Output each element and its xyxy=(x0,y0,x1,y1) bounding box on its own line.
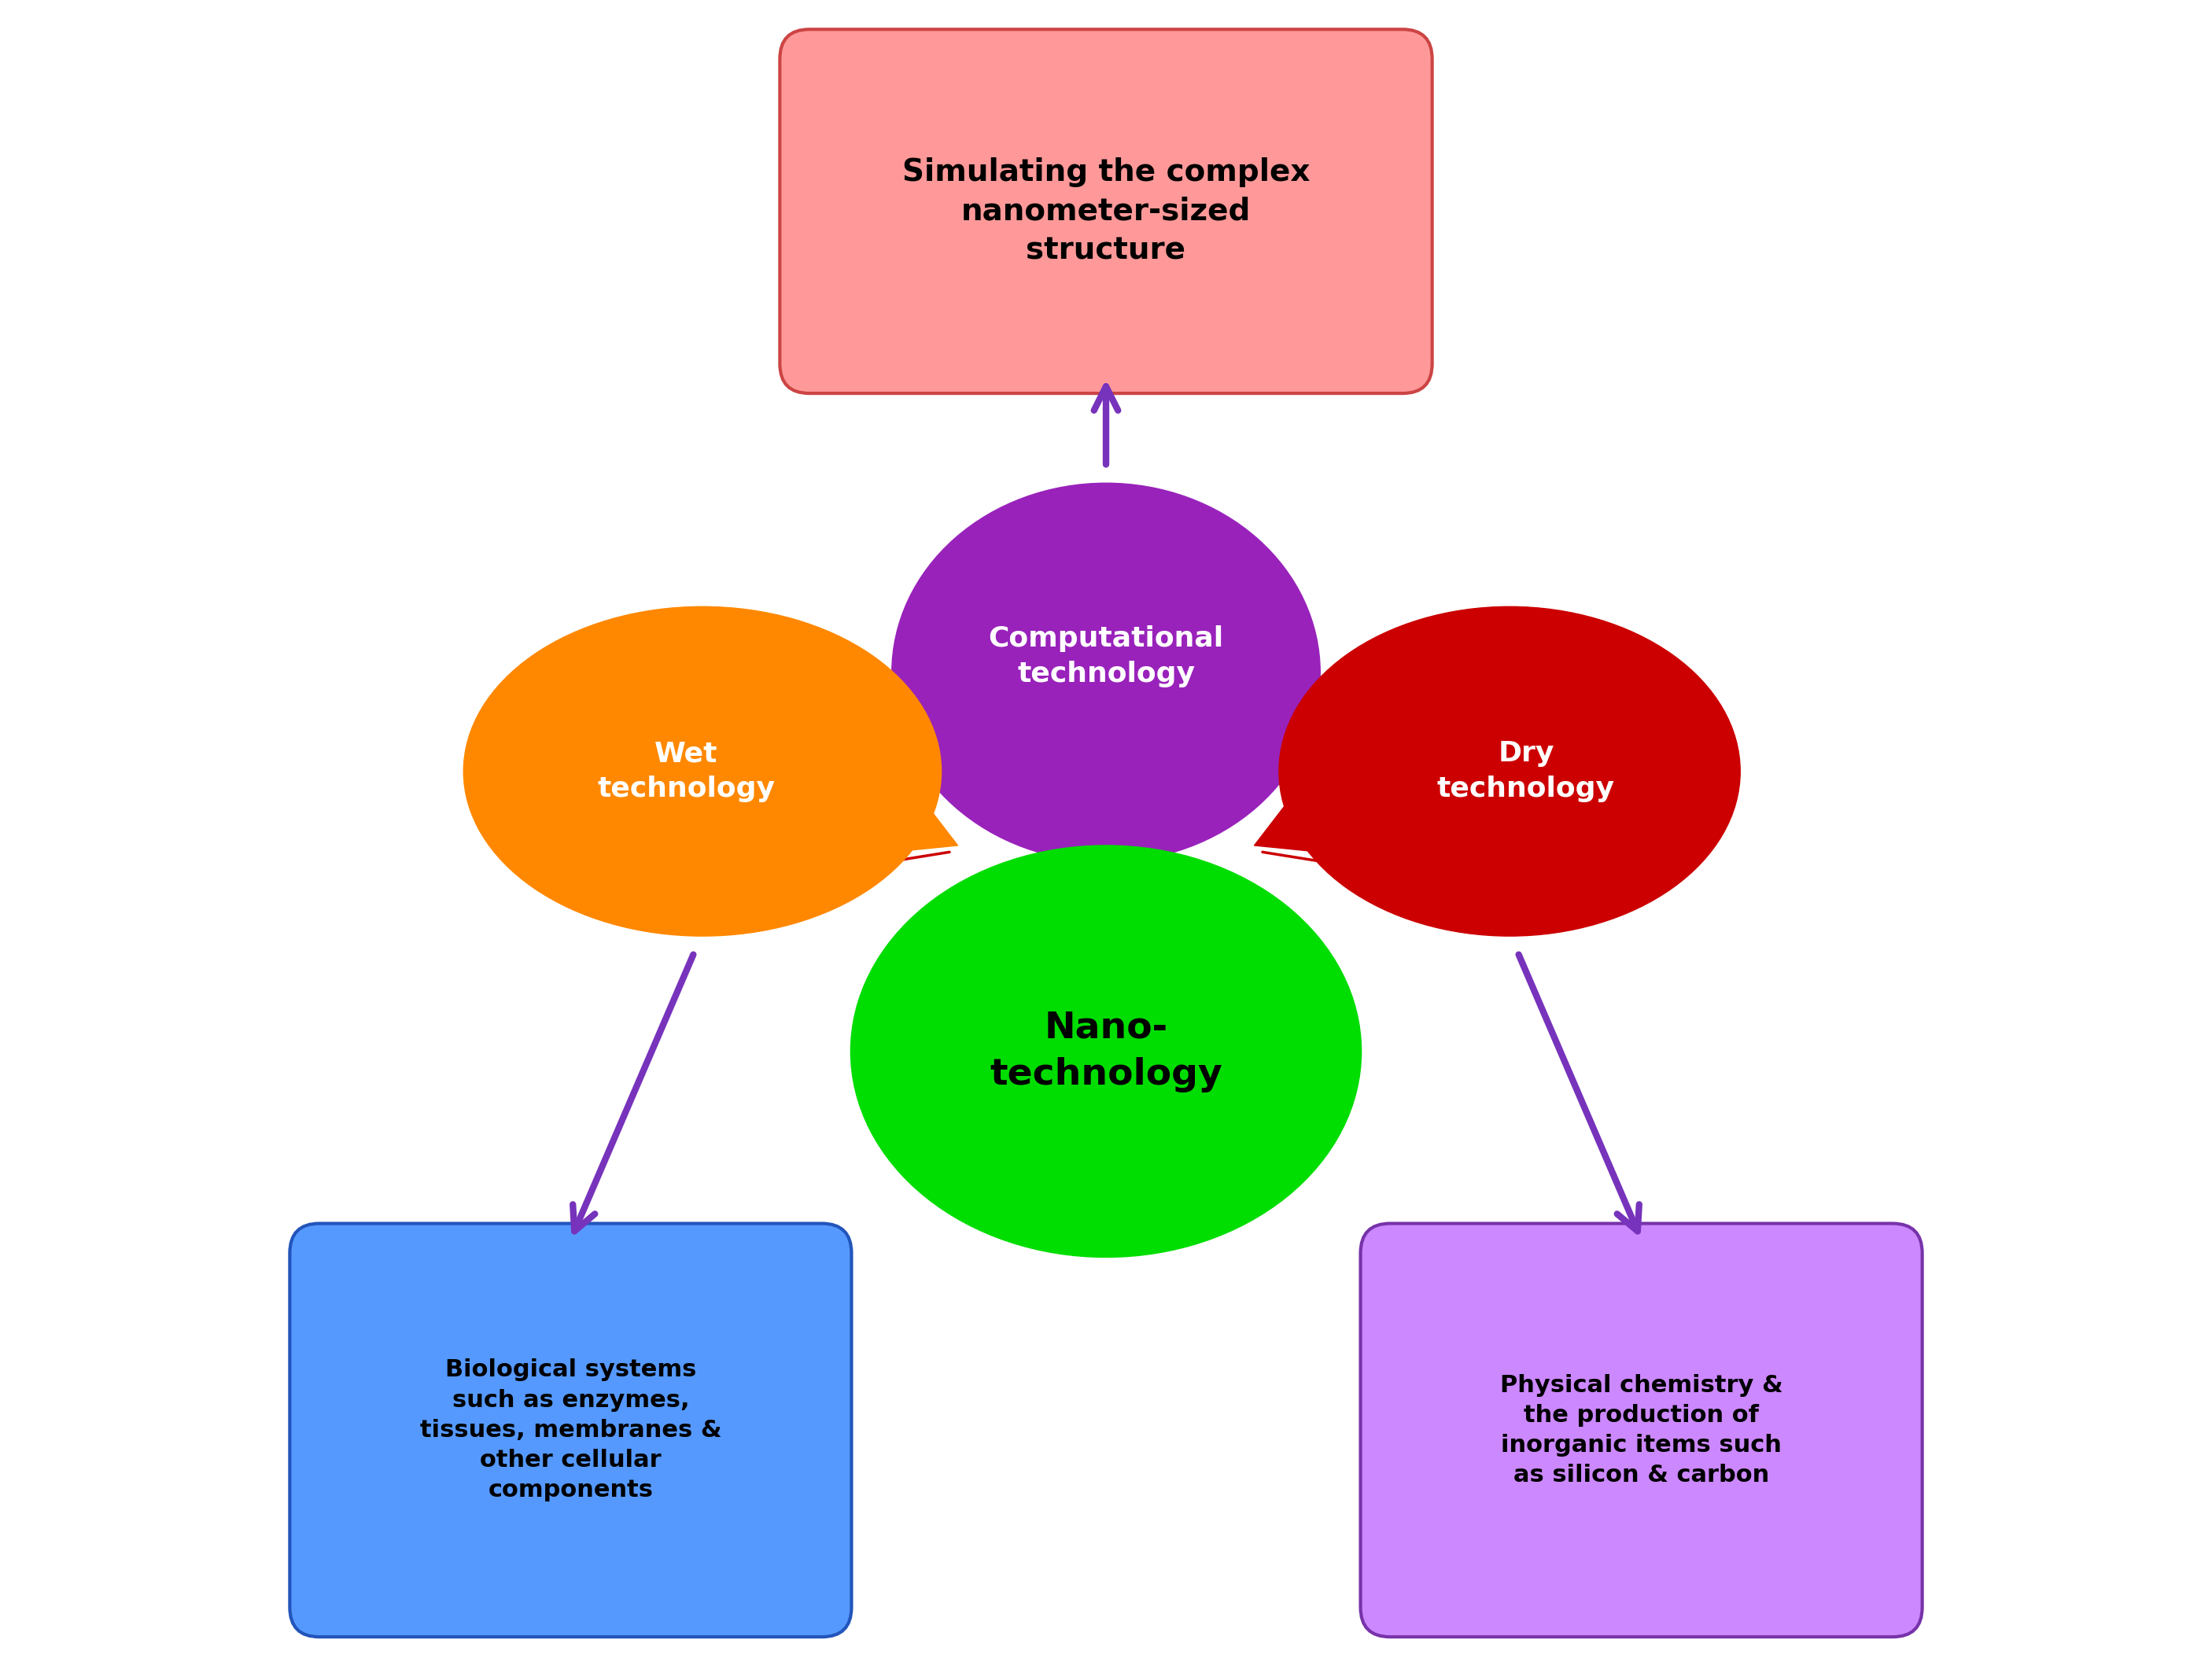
FancyBboxPatch shape xyxy=(781,30,1431,393)
Text: Nano-
technology: Nano- technology xyxy=(989,1010,1223,1093)
Text: Simulating the complex
nanometer-sized
structure: Simulating the complex nanometer-sized s… xyxy=(902,158,1310,265)
FancyBboxPatch shape xyxy=(290,1224,852,1636)
Text: Biological systems
such as enzymes,
tissues, membranes &
other cellular
componen: Biological systems such as enzymes, tiss… xyxy=(420,1358,721,1502)
Ellipse shape xyxy=(465,607,942,937)
Text: Computational
technology: Computational technology xyxy=(989,625,1223,686)
Ellipse shape xyxy=(891,482,1321,862)
Ellipse shape xyxy=(852,846,1360,1257)
Text: Physical chemistry &
the production of
inorganic items such
as silicon & carbon: Physical chemistry & the production of i… xyxy=(1500,1374,1783,1487)
Polygon shape xyxy=(1254,738,1336,854)
Text: Wet
technology: Wet technology xyxy=(597,741,774,802)
FancyBboxPatch shape xyxy=(1360,1224,1922,1636)
Text: Dry
technology: Dry technology xyxy=(1438,741,1615,802)
Ellipse shape xyxy=(1279,607,1741,937)
Polygon shape xyxy=(876,738,958,854)
Polygon shape xyxy=(1044,786,1168,904)
